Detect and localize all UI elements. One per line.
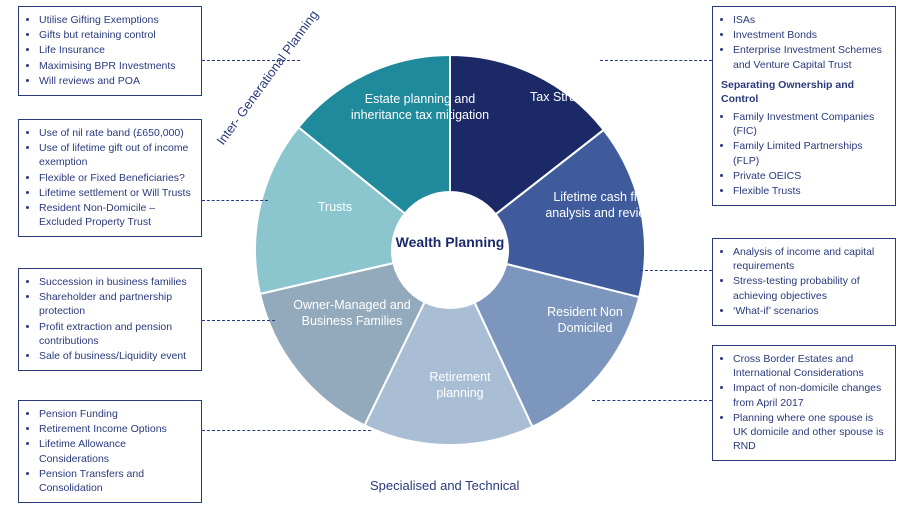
connector-owner xyxy=(202,320,275,321)
list-tax2: Family Investment Companies (FIC)Family … xyxy=(717,110,887,198)
list-item: Analysis of income and capital requireme… xyxy=(733,245,887,273)
list-item: Lifetime settlement or Will Trusts xyxy=(39,186,193,200)
list-item: Stress-testing probability of achieving … xyxy=(733,274,887,302)
list-owner: Succession in business familiesSharehold… xyxy=(23,275,193,363)
list-estate: Utilise Gifting ExemptionsGifts but reta… xyxy=(23,13,193,88)
box-tax: ISAsInvestment BondsEnterprise Investmen… xyxy=(712,6,896,206)
list-item: Impact of non-domicile changes from Apri… xyxy=(733,381,887,409)
list-item: Enterprise Investment Schemes and Ventur… xyxy=(733,43,887,71)
list-item: Shareholder and partnership protection xyxy=(39,290,193,318)
list-item: Private OEICS xyxy=(733,169,887,183)
connector-retire xyxy=(202,430,371,431)
list-item: Pension Transfers and Consolidation xyxy=(39,467,193,495)
list-item: Family Investment Companies (FIC) xyxy=(733,110,887,138)
center-label: Wealth Planning xyxy=(395,234,505,251)
list-item: Use of lifetime gift out of income exemp… xyxy=(39,141,193,169)
list-tax: ISAsInvestment BondsEnterprise Investmen… xyxy=(717,13,887,72)
wealth-planning-diagram: Wealth Planning Inter- Generational Plan… xyxy=(0,0,900,526)
list-item: Utilise Gifting Exemptions xyxy=(39,13,193,27)
list-item: Flexible Trusts xyxy=(733,184,887,198)
box-cashflow: Analysis of income and capital requireme… xyxy=(712,238,896,326)
list-item: Pension Funding xyxy=(39,407,193,421)
connector-tax xyxy=(600,60,712,61)
box-estate: Utilise Gifting ExemptionsGifts but reta… xyxy=(18,6,202,96)
list-item: Family Limited Partnerships (FLP) xyxy=(733,139,887,167)
list-item: Sale of business/Liquidity event xyxy=(39,349,193,363)
list-item: Investment Bonds xyxy=(733,28,887,42)
list-item: ‘What-if’ scenarios xyxy=(733,304,887,318)
list-item: Will reviews and POA xyxy=(39,74,193,88)
list-item: Planning where one spouse is UK domicile… xyxy=(733,411,887,454)
list-item: Resident Non-Domicile – Excluded Propert… xyxy=(39,201,193,229)
list-item: Flexible or Fixed Beneficiaries? xyxy=(39,171,193,185)
connector-estate xyxy=(202,60,300,61)
box-trusts: Use of nil rate band (£650,000)Use of li… xyxy=(18,119,202,237)
list-item: Cross Border Estates and International C… xyxy=(733,352,887,380)
list-item: Life Insurance xyxy=(39,43,193,57)
list-item: Lifetime Allowance Considerations xyxy=(39,437,193,465)
box-rnd: Cross Border Estates and International C… xyxy=(712,345,896,461)
list-item: Profit extraction and pension contributi… xyxy=(39,320,193,348)
list-trusts: Use of nil rate band (£650,000)Use of li… xyxy=(23,126,193,229)
box-owner: Succession in business familiesSharehold… xyxy=(18,268,202,371)
connector-trusts xyxy=(202,200,268,201)
connector-cashflow xyxy=(640,270,712,271)
list-rnd: Cross Border Estates and International C… xyxy=(717,352,887,453)
list-item: Use of nil rate band (£650,000) xyxy=(39,126,193,140)
list-item: ISAs xyxy=(733,13,887,27)
list-item: Gifts but retaining control xyxy=(39,28,193,42)
tax-sep-heading: Separating Ownership and Control xyxy=(717,78,887,106)
list-retire: Pension FundingRetirement Income Options… xyxy=(23,407,193,495)
connector-rnd xyxy=(592,400,712,401)
box-retire: Pension FundingRetirement Income Options… xyxy=(18,400,202,503)
list-item: Succession in business families xyxy=(39,275,193,289)
list-item: Maximising BPR Investments xyxy=(39,59,193,73)
list-item: Retirement Income Options xyxy=(39,422,193,436)
list-cashflow: Analysis of income and capital requireme… xyxy=(717,245,887,318)
